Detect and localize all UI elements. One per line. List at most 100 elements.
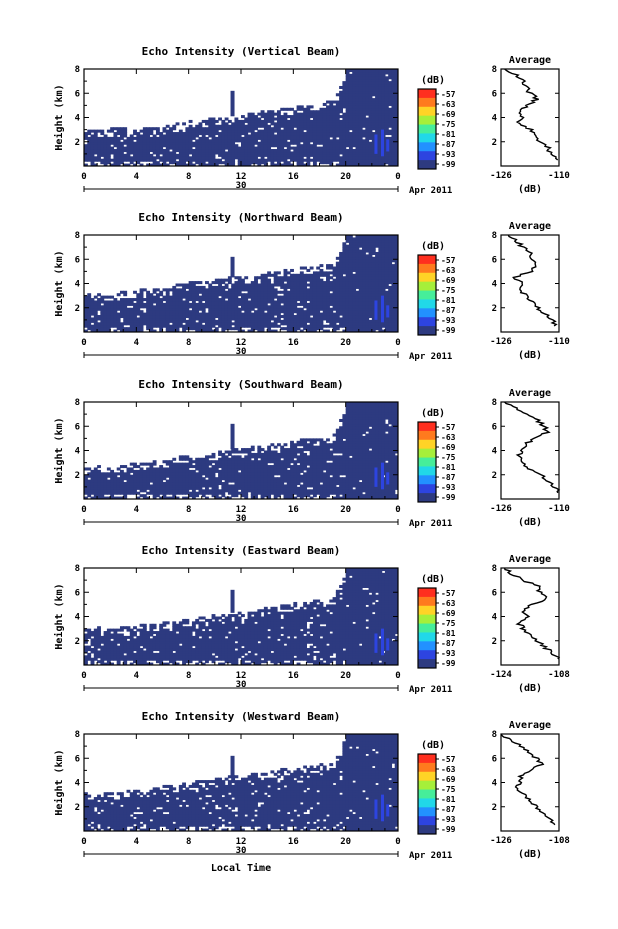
echo-cell bbox=[368, 71, 373, 75]
echo-cell bbox=[283, 151, 288, 155]
echo-cell bbox=[231, 460, 236, 464]
echo-cell bbox=[165, 310, 170, 314]
echo-cell bbox=[146, 312, 151, 316]
echo-cell bbox=[365, 300, 370, 304]
echo-cell bbox=[224, 156, 229, 160]
echo-cell bbox=[116, 156, 121, 160]
echo-cell bbox=[358, 161, 363, 165]
echo-cell bbox=[155, 163, 160, 166]
echo-cell bbox=[358, 100, 363, 104]
echo-cell bbox=[326, 139, 330, 143]
echo-cell bbox=[250, 112, 255, 116]
echo-cell bbox=[234, 119, 239, 123]
echo-cell bbox=[90, 469, 95, 473]
echo-cell bbox=[139, 324, 144, 328]
echo-cell bbox=[394, 310, 398, 314]
echo-cell bbox=[162, 288, 167, 292]
echo-cell bbox=[348, 290, 353, 294]
echo-cell bbox=[201, 327, 206, 331]
echo-cell bbox=[362, 100, 366, 104]
echo-cell bbox=[178, 474, 183, 478]
echo-cell bbox=[270, 115, 275, 119]
echo-cell bbox=[188, 305, 193, 309]
echo-cell bbox=[103, 153, 108, 157]
echo-cell bbox=[384, 119, 389, 123]
echo-cell bbox=[247, 310, 252, 314]
echo-cell bbox=[201, 295, 206, 299]
echo-cell bbox=[152, 324, 157, 328]
echo-cell bbox=[368, 256, 373, 260]
echo-cell bbox=[116, 158, 121, 162]
echo-cell bbox=[90, 146, 95, 150]
echo-cell bbox=[241, 153, 245, 157]
echo-cell bbox=[371, 85, 376, 89]
echo-cell bbox=[322, 156, 327, 160]
echo-cell bbox=[348, 264, 353, 268]
echo-cell bbox=[231, 161, 236, 165]
echo-cell bbox=[290, 302, 294, 306]
echo-cell bbox=[309, 112, 314, 116]
echo-cell bbox=[241, 285, 245, 289]
echo-cell bbox=[332, 149, 337, 153]
echo-cell bbox=[205, 460, 209, 464]
echo-cell bbox=[129, 329, 134, 332]
echo-cell bbox=[368, 161, 373, 165]
echo-cell bbox=[348, 237, 353, 241]
echo-cell bbox=[368, 98, 373, 102]
echo-cell bbox=[237, 161, 242, 165]
echo-cell bbox=[155, 312, 160, 316]
echo-cell bbox=[139, 156, 144, 160]
echo-cell bbox=[381, 329, 386, 332]
echo-cell bbox=[290, 153, 294, 157]
echo-cell bbox=[309, 136, 314, 140]
echo-cell bbox=[293, 122, 298, 126]
echo-cell bbox=[362, 254, 366, 258]
echo-cell bbox=[394, 139, 398, 143]
echo-cell bbox=[97, 146, 101, 150]
echo-cell bbox=[299, 136, 304, 140]
echo-cell bbox=[312, 305, 317, 309]
echo-cell bbox=[244, 151, 249, 155]
echo-cell bbox=[188, 315, 193, 319]
echo-cell bbox=[329, 110, 334, 114]
echo-cell bbox=[293, 319, 298, 323]
echo-cell bbox=[126, 329, 131, 332]
echo-cell bbox=[345, 235, 350, 239]
echo-cell bbox=[283, 107, 288, 111]
echo-cell bbox=[283, 156, 288, 160]
echo-cell bbox=[345, 141, 350, 145]
echo-cell bbox=[339, 132, 343, 136]
echo-cell bbox=[391, 71, 396, 75]
echo-cell bbox=[136, 329, 141, 332]
echo-cell bbox=[391, 149, 396, 153]
echo-cell bbox=[234, 144, 239, 148]
echo-cell bbox=[178, 134, 183, 138]
echo-cell bbox=[368, 115, 373, 119]
echo-cell bbox=[90, 129, 95, 133]
echo-cell bbox=[149, 315, 154, 319]
echo-cell bbox=[345, 293, 350, 297]
echo-cell bbox=[348, 254, 353, 258]
echo-cell bbox=[126, 163, 131, 166]
echo-cell bbox=[162, 139, 167, 143]
echo-cell bbox=[365, 110, 370, 114]
echo-cell bbox=[312, 139, 317, 143]
echo-cell bbox=[247, 139, 252, 143]
echo-cell bbox=[218, 460, 222, 464]
echo-cell bbox=[309, 276, 314, 280]
echo-cell bbox=[260, 300, 265, 304]
echo-cell bbox=[365, 134, 370, 138]
echo-cell bbox=[257, 134, 262, 138]
echo-cell bbox=[103, 144, 108, 148]
echo-cell bbox=[342, 132, 347, 136]
echo-cell bbox=[391, 273, 396, 277]
echo-cell bbox=[169, 305, 173, 309]
echo-cell bbox=[175, 327, 180, 331]
echo-cell bbox=[116, 317, 121, 321]
echo-cell bbox=[371, 283, 376, 287]
echo-cell bbox=[201, 151, 206, 155]
echo-cell bbox=[87, 467, 92, 471]
echo-cell bbox=[388, 312, 393, 316]
echo-cell bbox=[322, 158, 327, 162]
echo-cell bbox=[296, 285, 301, 289]
